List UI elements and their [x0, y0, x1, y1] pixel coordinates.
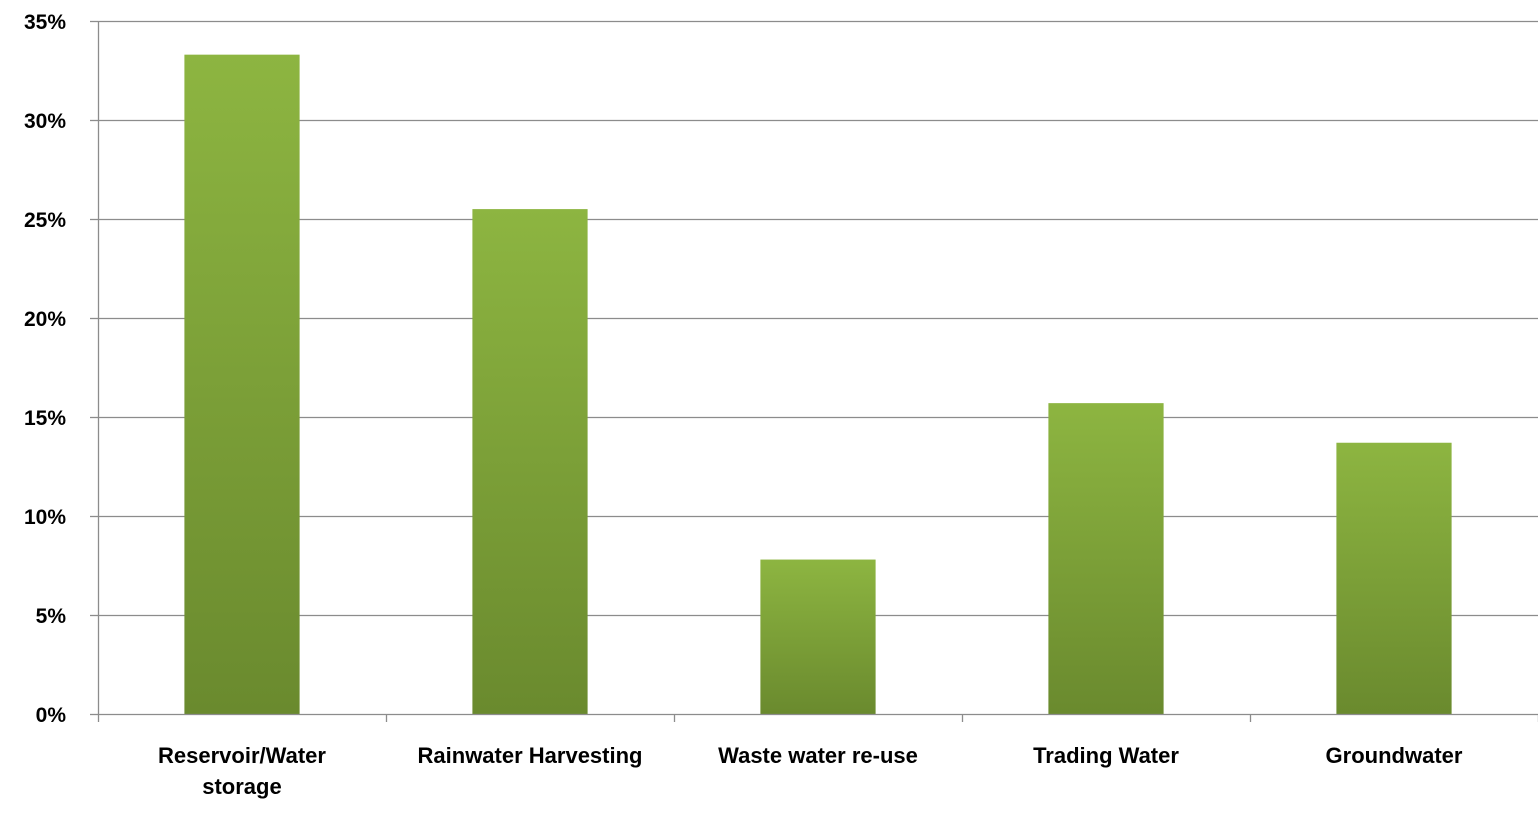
y-tick-label: 35% [24, 11, 66, 34]
axes [90, 20, 1538, 722]
y-tick-label: 25% [24, 209, 66, 232]
x-tick-label: Waste water re-use [718, 743, 918, 768]
gridlines [98, 20, 1538, 617]
y-tick-label: 20% [24, 308, 66, 331]
y-tick-label: 30% [24, 110, 66, 133]
y-tick-label: 5% [36, 605, 67, 628]
bars [184, 54, 1452, 715]
bar [184, 54, 300, 715]
bar [472, 209, 588, 714]
y-tick-label: 15% [24, 407, 66, 430]
x-tick-labels: Reservoir/Water storage Rainwater Harvesti… [158, 743, 1463, 799]
x-tick-label: Trading Water [1033, 743, 1179, 768]
x-tick-label: Groundwater [1326, 743, 1463, 768]
x-tick-label: Rainwater Harvesting [418, 743, 643, 768]
x-tick-label: Reservoir/Water storage [158, 743, 326, 799]
bar [1336, 442, 1452, 714]
y-tick-labels: 0% 5% 10% 15% 20% 25% 30% 35% [24, 11, 66, 727]
y-tick-label: 10% [24, 506, 66, 529]
bar [760, 559, 876, 714]
y-tick-label: 0% [36, 704, 67, 727]
bar [1048, 403, 1164, 714]
